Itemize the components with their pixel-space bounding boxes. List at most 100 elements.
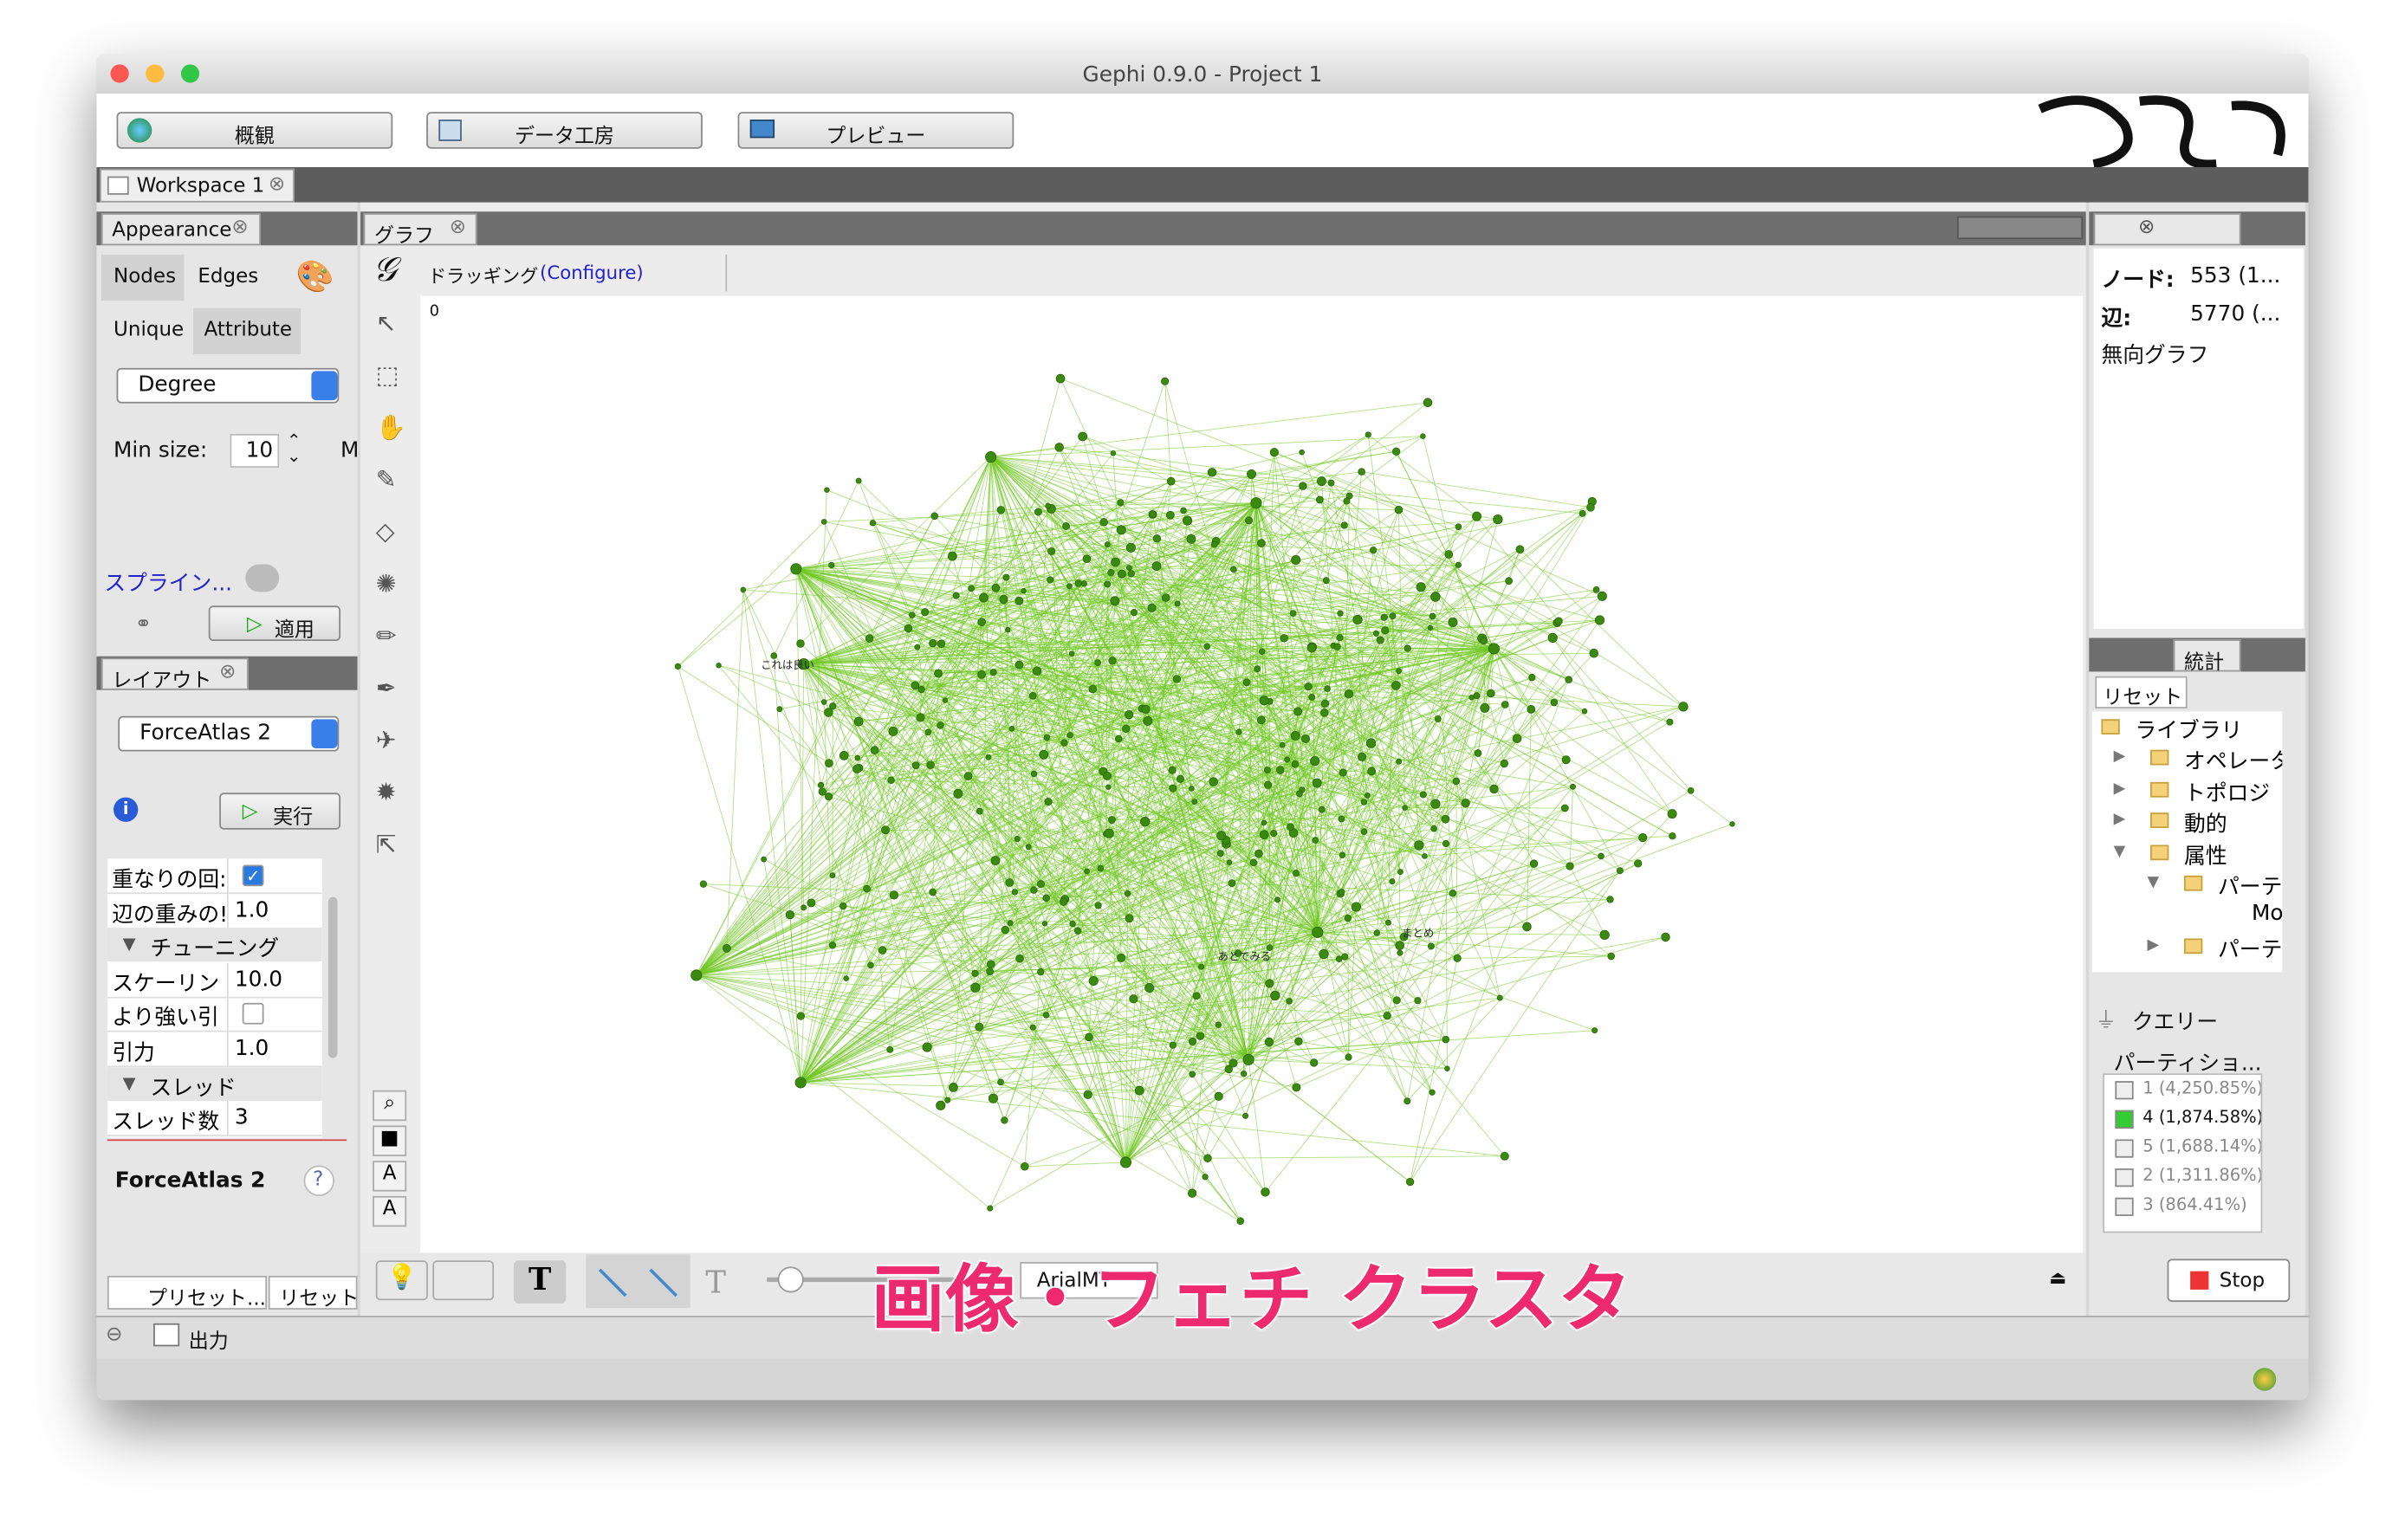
- node[interactable]: [1261, 1187, 1270, 1197]
- node[interactable]: [1561, 755, 1571, 765]
- tool-button[interactable]: ✹: [375, 777, 397, 807]
- node[interactable]: [1249, 858, 1258, 867]
- node[interactable]: [1444, 1065, 1450, 1071]
- statistics-tab[interactable]: 統計: [2173, 639, 2241, 675]
- node[interactable]: [1242, 678, 1251, 687]
- min-size-input[interactable]: 10: [230, 434, 280, 468]
- node[interactable]: [887, 776, 895, 785]
- node[interactable]: [1005, 626, 1011, 633]
- node[interactable]: [1339, 768, 1347, 777]
- tool-button[interactable]: ◇: [375, 516, 395, 547]
- node[interactable]: [1472, 511, 1482, 521]
- property-value[interactable]: 1.0: [234, 1036, 269, 1062]
- node[interactable]: [796, 1012, 805, 1020]
- node[interactable]: [1130, 609, 1138, 617]
- node[interactable]: [1259, 830, 1269, 840]
- node[interactable]: [1270, 830, 1278, 838]
- node[interactable]: [1088, 975, 1099, 987]
- node[interactable]: [1488, 643, 1500, 655]
- node[interactable]: [1312, 778, 1322, 788]
- node[interactable]: [924, 728, 932, 736]
- text-size-icon[interactable]: T: [705, 1263, 727, 1301]
- legend-checkbox[interactable]: [2115, 1110, 2134, 1129]
- node[interactable]: [1039, 749, 1049, 760]
- node[interactable]: [1301, 734, 1311, 743]
- node[interactable]: [825, 759, 833, 768]
- node[interactable]: [1028, 691, 1037, 700]
- node[interactable]: [1360, 828, 1368, 836]
- node[interactable]: [1306, 644, 1317, 653]
- node[interactable]: [761, 856, 767, 863]
- node[interactable]: [1042, 894, 1051, 903]
- node[interactable]: [991, 583, 1001, 592]
- node[interactable]: [1152, 534, 1162, 543]
- node[interactable]: [1083, 1090, 1092, 1099]
- tree-item[interactable]: 動的: [2184, 812, 2227, 838]
- node[interactable]: [1140, 817, 1151, 827]
- node[interactable]: [936, 1100, 946, 1110]
- node[interactable]: [881, 825, 891, 835]
- node[interactable]: [947, 551, 957, 561]
- node[interactable]: [1066, 732, 1073, 739]
- node[interactable]: [1008, 726, 1015, 732]
- node[interactable]: [1287, 823, 1294, 831]
- node[interactable]: [985, 754, 992, 760]
- node[interactable]: [1357, 752, 1367, 761]
- nodes-tab[interactable]: Nodes: [113, 265, 177, 288]
- node[interactable]: [1007, 920, 1014, 927]
- node[interactable]: [1566, 862, 1574, 870]
- node[interactable]: [1461, 799, 1470, 808]
- node[interactable]: [1235, 728, 1242, 735]
- property-value[interactable]: 10.0: [234, 967, 283, 993]
- node[interactable]: [1365, 738, 1377, 748]
- node[interactable]: [1259, 648, 1266, 656]
- node[interactable]: [1547, 632, 1558, 643]
- node[interactable]: [839, 751, 849, 760]
- node[interactable]: [716, 663, 722, 669]
- close-icon[interactable]: ⊗: [268, 173, 286, 197]
- view-button[interactable]: ⌕: [373, 1090, 407, 1122]
- node[interactable]: [1606, 896, 1614, 903]
- expander[interactable]: ▼: [2113, 843, 2126, 860]
- node[interactable]: [1455, 523, 1462, 530]
- node[interactable]: [1110, 596, 1120, 606]
- node[interactable]: [1216, 850, 1224, 857]
- node[interactable]: [1308, 693, 1316, 701]
- node[interactable]: [1125, 565, 1132, 571]
- tool-button[interactable]: ↖: [375, 307, 397, 338]
- node[interactable]: [1125, 542, 1136, 553]
- node[interactable]: [1316, 476, 1326, 487]
- node[interactable]: [807, 898, 816, 908]
- node[interactable]: [1191, 799, 1198, 806]
- node[interactable]: [1493, 514, 1503, 525]
- node[interactable]: [1310, 756, 1320, 767]
- node[interactable]: [1230, 566, 1237, 573]
- node[interactable]: [1474, 749, 1482, 757]
- node[interactable]: [1261, 819, 1267, 826]
- node[interactable]: [1367, 767, 1377, 776]
- node[interactable]: [1403, 644, 1411, 652]
- node[interactable]: [1119, 1156, 1132, 1168]
- node[interactable]: [1015, 954, 1024, 963]
- node[interactable]: [1234, 949, 1242, 957]
- node[interactable]: [1088, 684, 1098, 694]
- tool-button[interactable]: ✎: [375, 464, 397, 495]
- node[interactable]: [1062, 522, 1070, 530]
- node[interactable]: [1069, 920, 1076, 928]
- node[interactable]: [1279, 741, 1286, 748]
- node[interactable]: [1687, 787, 1695, 794]
- node[interactable]: [1442, 1035, 1450, 1044]
- node[interactable]: [1340, 521, 1348, 529]
- node[interactable]: [1480, 637, 1488, 645]
- node[interactable]: [817, 781, 825, 788]
- node[interactable]: [1385, 919, 1391, 926]
- node[interactable]: [690, 969, 703, 981]
- node[interactable]: [1280, 634, 1288, 643]
- node[interactable]: [1192, 992, 1201, 1000]
- node[interactable]: [1060, 897, 1068, 906]
- node[interactable]: [1427, 942, 1435, 950]
- node[interactable]: [820, 699, 827, 705]
- node[interactable]: [1496, 994, 1503, 1001]
- node[interactable]: [934, 669, 943, 678]
- node[interactable]: [1397, 949, 1403, 956]
